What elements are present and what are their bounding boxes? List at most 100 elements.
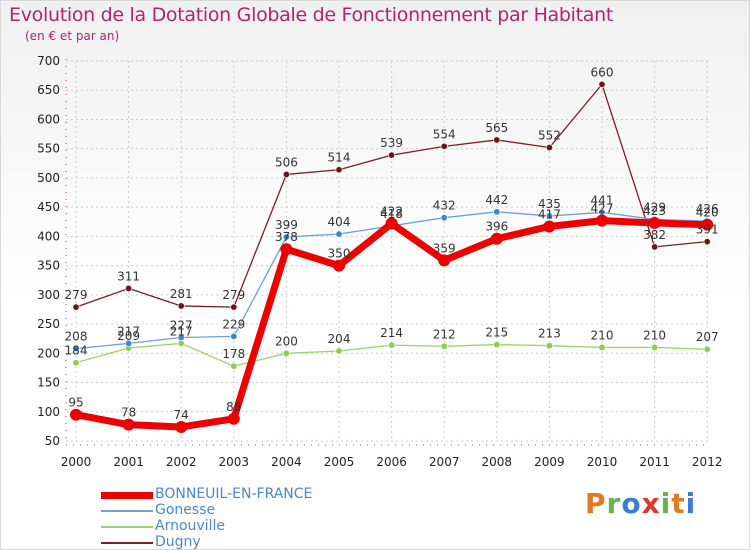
- chart-title: Evolution de la Dotation Globale de Fonc…: [9, 4, 614, 26]
- data-point-arnouville: [72, 359, 80, 367]
- data-point-gonesse: [125, 339, 133, 347]
- x-tick-label: 2010: [587, 455, 618, 469]
- data-point-bonneuil-en-france: [227, 412, 240, 425]
- data-point-bonneuil-en-france: [122, 418, 135, 431]
- logo-letter: r: [606, 487, 622, 520]
- data-point-dugny: [545, 144, 553, 152]
- data-point-gonesse: [493, 208, 501, 216]
- x-tick-label: 2012: [692, 455, 723, 469]
- data-label: 442: [485, 193, 508, 207]
- data-point-bonneuil-en-france: [648, 216, 661, 229]
- data-point-arnouville: [230, 362, 238, 370]
- data-point-arnouville: [493, 341, 501, 349]
- data-label: 350: [328, 247, 351, 261]
- data-label: 418: [380, 207, 403, 221]
- data-point-bonneuil-en-france: [701, 218, 714, 231]
- data-point-dugny: [598, 80, 606, 88]
- data-point-arnouville: [703, 345, 711, 353]
- x-tick-label: 2006: [376, 455, 407, 469]
- logo-letter: P: [585, 487, 607, 520]
- y-tick-label: 250: [37, 317, 60, 331]
- data-label: 378: [275, 230, 298, 244]
- x-tick-label: 2008: [482, 455, 513, 469]
- data-point-bonneuil-en-france: [333, 259, 345, 272]
- y-tick-label: 300: [37, 288, 60, 302]
- data-label: 441: [591, 193, 614, 207]
- x-tick-label: 2004: [271, 455, 302, 469]
- data-label: 74: [174, 408, 189, 422]
- data-point-bonneuil-en-france: [280, 243, 293, 256]
- data-label: 565: [485, 121, 508, 135]
- x-tick-label: 2002: [166, 455, 197, 469]
- data-label: 214: [380, 326, 403, 340]
- data-label: 311: [117, 269, 140, 283]
- data-point-dugny: [651, 243, 659, 251]
- data-label: 423: [643, 204, 666, 218]
- data-point-gonesse: [440, 214, 448, 222]
- data-label: 382: [643, 228, 666, 242]
- data-label: 212: [433, 327, 456, 341]
- x-tick-label: 2000: [61, 455, 92, 469]
- data-point-dugny: [72, 303, 80, 311]
- data-point-arnouville: [598, 343, 606, 351]
- y-tick-label: 600: [37, 112, 60, 126]
- data-label: 427: [591, 202, 614, 216]
- data-label: 554: [433, 127, 456, 141]
- y-tick-label: 650: [37, 83, 60, 97]
- x-tick-label: 2009: [534, 455, 565, 469]
- logo-letter: o: [621, 487, 642, 520]
- data-label: 178: [222, 347, 245, 361]
- legend-swatch: [101, 542, 153, 544]
- data-label: 359: [433, 241, 456, 255]
- data-label: 281: [170, 287, 193, 301]
- data-point-dugny: [493, 136, 501, 144]
- data-label: 539: [380, 136, 403, 150]
- data-point-gonesse: [72, 345, 80, 353]
- x-tick-label: 2003: [219, 455, 250, 469]
- data-point-gonesse: [230, 332, 238, 340]
- logo-letter: x: [641, 487, 661, 520]
- data-label: 514: [328, 151, 351, 165]
- data-point-gonesse: [335, 230, 343, 238]
- y-tick-label: 550: [37, 142, 60, 156]
- data-label: 435: [538, 197, 561, 211]
- data-label: 210: [591, 328, 614, 342]
- data-point-arnouville: [545, 342, 553, 350]
- data-point-gonesse: [177, 334, 185, 342]
- data-point-bonneuil-en-france: [490, 232, 503, 245]
- data-label: 417: [538, 207, 561, 221]
- data-label: 209: [117, 329, 140, 343]
- data-point-bonneuil-en-france: [385, 217, 398, 230]
- data-label: 426: [696, 202, 719, 216]
- data-point-dugny: [388, 151, 396, 159]
- x-tick-label: 2005: [324, 455, 355, 469]
- logo-letter: i: [685, 487, 697, 520]
- x-tick-label: 2001: [113, 455, 144, 469]
- data-label: 95: [68, 396, 83, 410]
- data-label: 422: [380, 205, 403, 219]
- data-point-bonneuil-en-france: [175, 420, 188, 433]
- data-point-dugny: [125, 284, 133, 292]
- data-label: 200: [275, 334, 298, 348]
- data-label: 215: [485, 326, 508, 340]
- data-point-bonneuil-en-france: [70, 408, 82, 421]
- chart-subtitle: (en € et par an): [25, 29, 120, 43]
- data-point-dugny: [440, 142, 448, 150]
- data-label: 210: [643, 328, 666, 342]
- data-point-bonneuil-en-france: [596, 214, 608, 227]
- data-label: 217: [117, 324, 140, 338]
- x-tick-label: 2011: [639, 455, 670, 469]
- logo-letter: i: [660, 487, 672, 520]
- data-label: 204: [328, 332, 351, 346]
- data-label: 279: [222, 288, 245, 302]
- y-tick-label: 500: [37, 171, 60, 185]
- data-label: 227: [170, 319, 193, 333]
- data-label: 391: [696, 223, 719, 237]
- data-label: 88: [226, 400, 241, 414]
- data-point-dugny: [282, 170, 290, 178]
- data-label: 399: [275, 218, 298, 232]
- data-point-dugny: [177, 302, 185, 310]
- y-tick-label: 350: [37, 259, 60, 273]
- data-label: 213: [538, 327, 561, 341]
